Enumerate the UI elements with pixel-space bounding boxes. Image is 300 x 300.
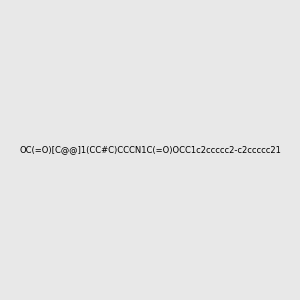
Text: OC(=O)[C@@]1(CC#C)CCCN1C(=O)OCC1c2ccccc2-c2ccccc21: OC(=O)[C@@]1(CC#C)CCCN1C(=O)OCC1c2ccccc2…	[19, 146, 281, 154]
